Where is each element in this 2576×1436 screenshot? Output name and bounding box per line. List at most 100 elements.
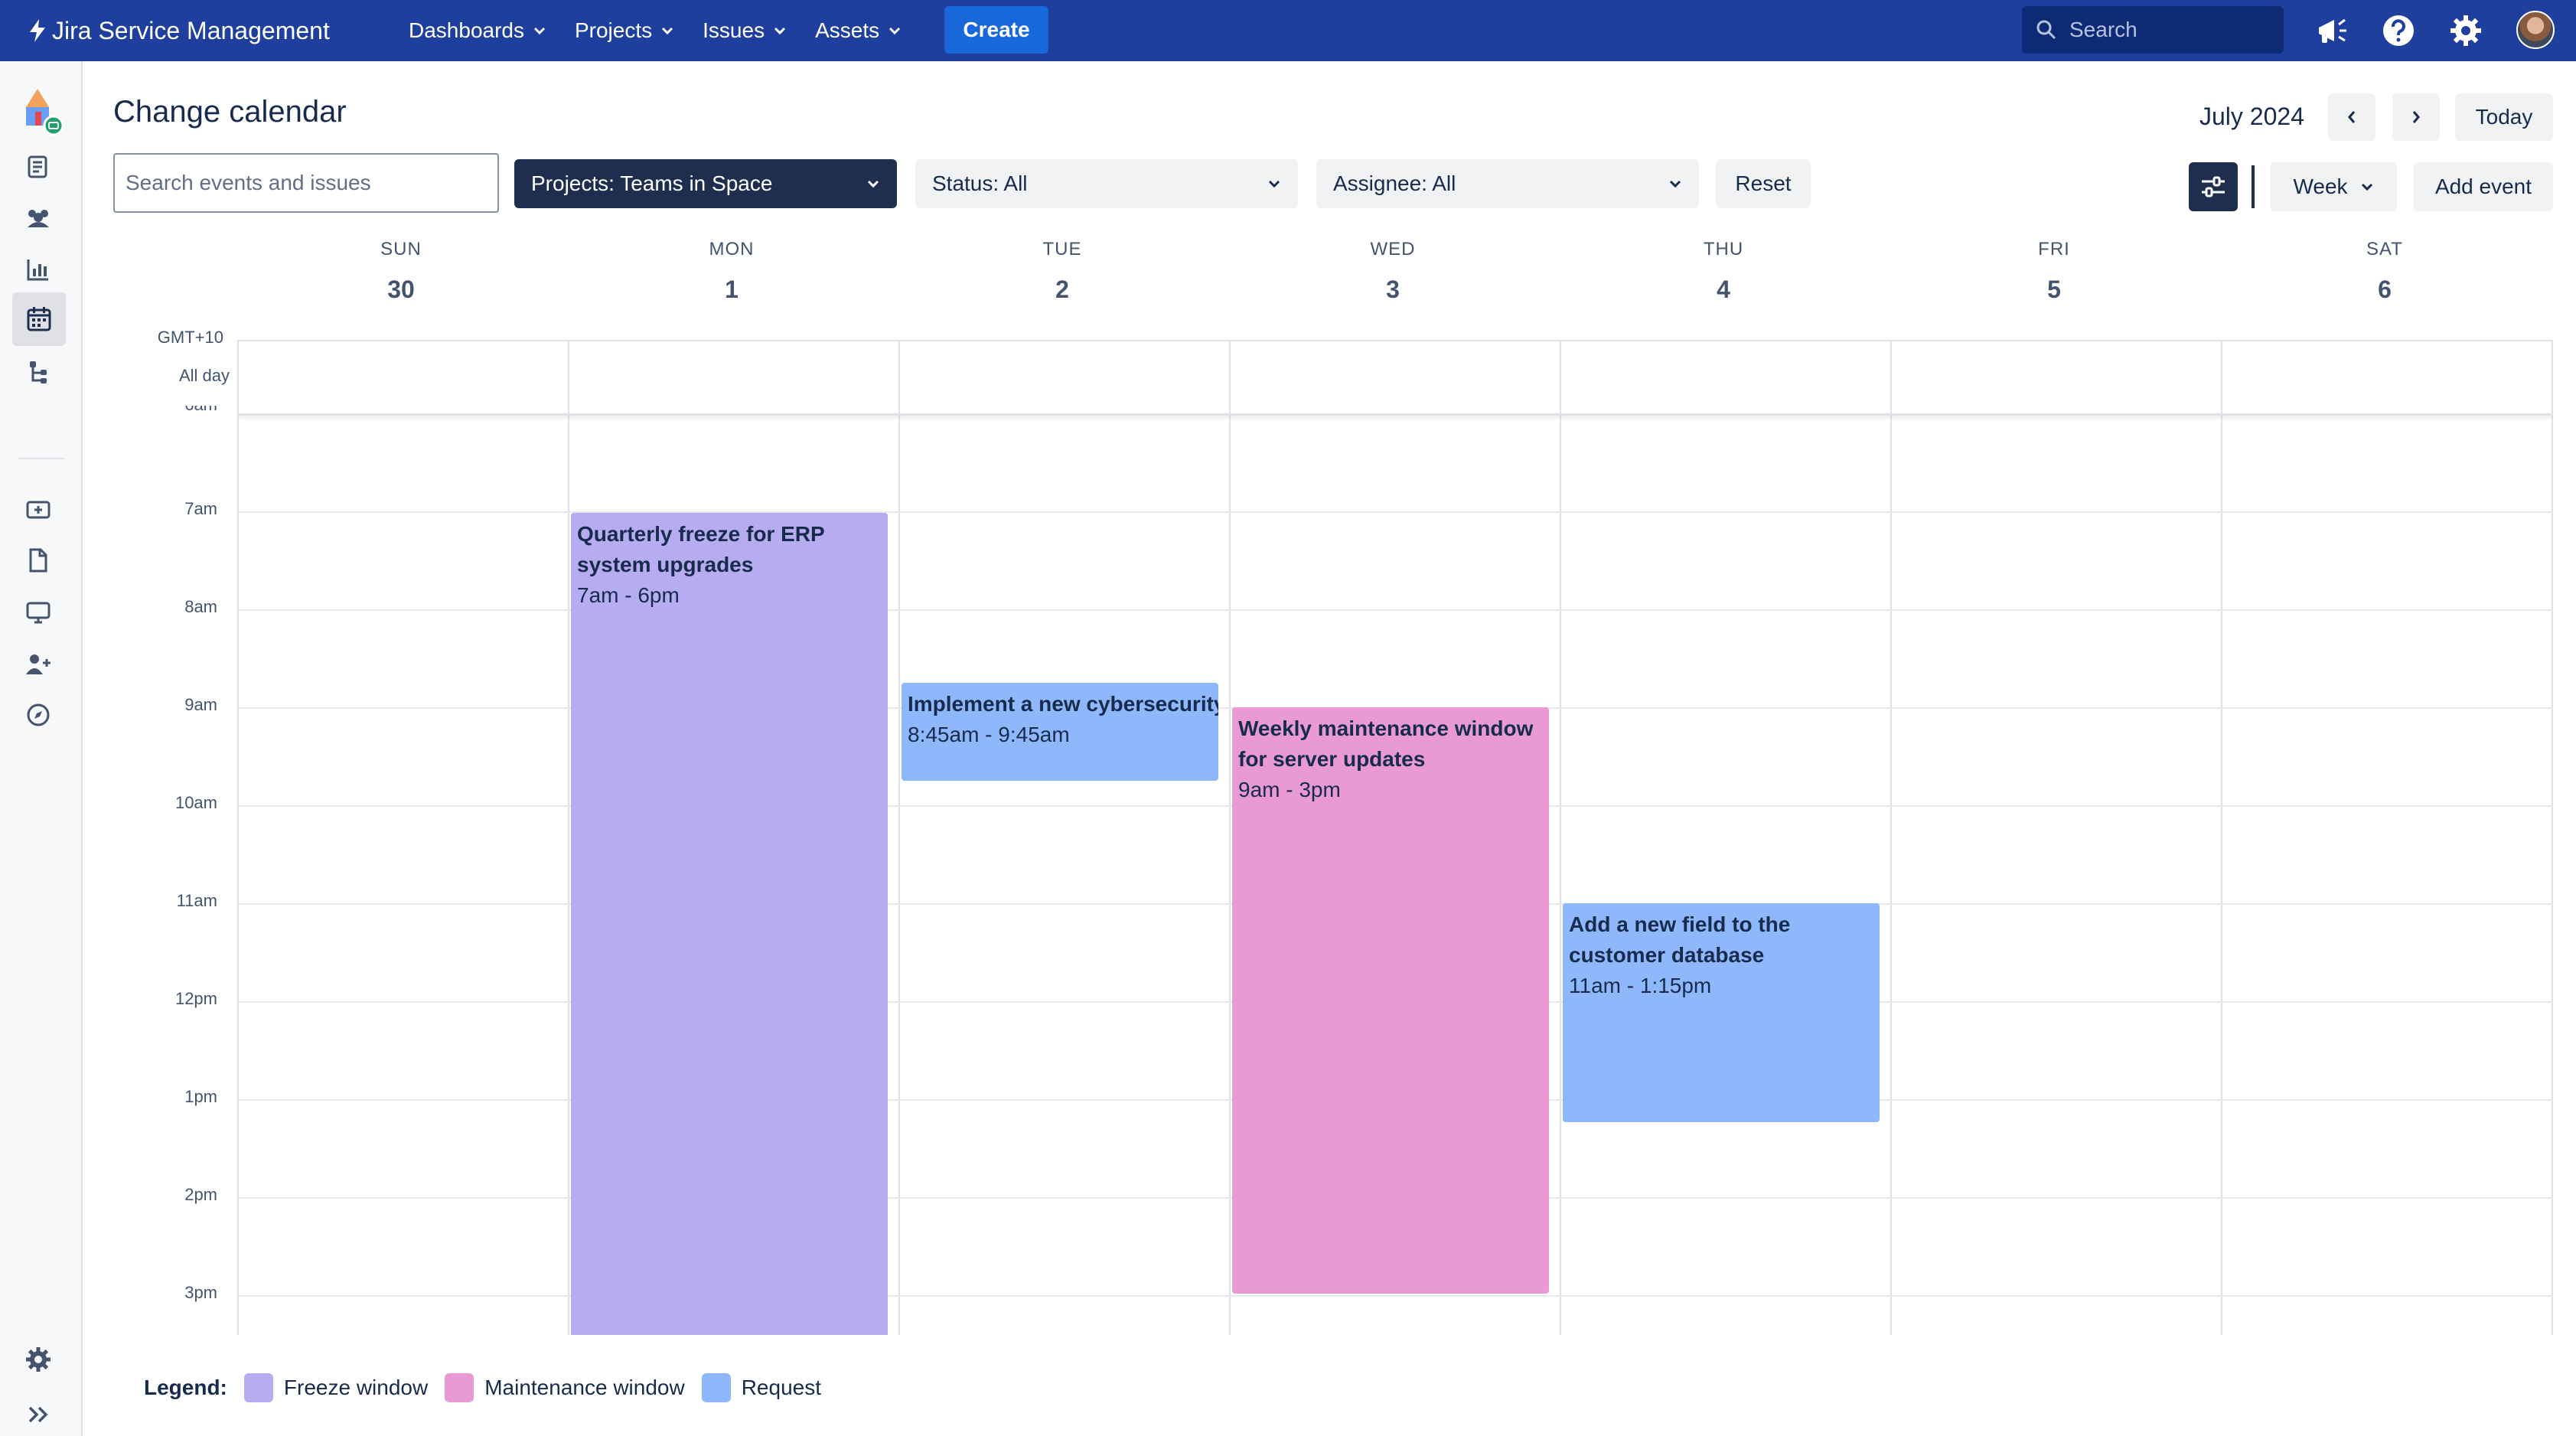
search-events-input[interactable]: Search events and issues: [113, 153, 499, 213]
customers-team-icon[interactable]: [18, 199, 58, 239]
chevron-down-icon: [889, 27, 901, 34]
event-freeze-window[interactable]: Quarterly freeze for ERP system upgrades…: [571, 513, 888, 1335]
projects-filter-dropdown[interactable]: Projects: Teams in Space: [514, 159, 897, 208]
assignee-filter-dropdown[interactable]: Assignee: All: [1316, 159, 1699, 208]
legend-label: Maintenance window: [484, 1376, 685, 1399]
status-filter-dropdown[interactable]: Status: All: [915, 159, 1298, 208]
day-name: SUN: [380, 239, 422, 259]
event-maintenance-window[interactable]: Weekly maintenance window for server upd…: [1232, 707, 1549, 1294]
expand-sidebar-icon[interactable]: [18, 1395, 58, 1434]
nav-assets[interactable]: Assets: [815, 18, 901, 43]
raise-request-icon[interactable]: [18, 490, 58, 530]
notifications-megaphone-icon[interactable]: [2313, 11, 2353, 51]
add-event-button[interactable]: Add event: [2414, 162, 2553, 211]
hour-label: 12pm: [174, 989, 217, 1008]
top-navigation: Jira Service Management Dashboards Proje…: [0, 0, 2576, 61]
add-person-icon[interactable]: [18, 645, 58, 684]
hour-label-partial: 6am: [115, 406, 217, 415]
nav-dashboards[interactable]: Dashboards: [409, 18, 546, 43]
queues-icon[interactable]: [18, 147, 58, 187]
project-avatar-icon[interactable]: [15, 84, 64, 138]
reset-filters-button[interactable]: Reset: [1716, 159, 1811, 208]
project-settings-icon[interactable]: [18, 1340, 58, 1379]
day-number: 5: [2047, 276, 2061, 303]
document-icon[interactable]: [18, 540, 58, 580]
day-column-divider: [2221, 341, 2222, 1335]
user-avatar[interactable]: [2516, 11, 2555, 49]
global-search-input[interactable]: Search: [2022, 6, 2284, 54]
event-request[interactable]: Implement a new cybersecurity 8:45am - 9…: [902, 683, 1218, 781]
hour-line: [239, 1295, 2553, 1297]
project-sidebar: [0, 61, 83, 1436]
view-select-label: Week: [2293, 175, 2348, 198]
day-number: 4: [1717, 276, 1730, 303]
create-button[interactable]: Create: [944, 6, 1048, 54]
day-header-wed[interactable]: WED 3: [1228, 239, 1558, 304]
search-events-placeholder: Search events and issues: [126, 171, 371, 194]
day-name: FRI: [2038, 239, 2070, 259]
monitor-icon[interactable]: [18, 592, 58, 632]
day-header-fri[interactable]: FRI 5: [1889, 239, 2219, 304]
chevron-down-icon: [867, 180, 879, 188]
toolbar-separator: [2252, 165, 2255, 208]
timezone-label: GMT+10: [157, 328, 223, 347]
hour-label: 7am: [184, 499, 217, 518]
day-header-mon[interactable]: MON 1: [566, 239, 897, 304]
today-button[interactable]: Today: [2455, 93, 2553, 141]
day-name: SAT: [2366, 239, 2403, 259]
help-icon[interactable]: [2379, 11, 2418, 51]
status-filter-label: Status: All: [932, 171, 1028, 195]
event-time: 7am - 6pm: [577, 583, 680, 607]
nav-issues[interactable]: Issues: [703, 18, 786, 43]
compass-icon[interactable]: [18, 695, 58, 735]
sliders-icon: [2202, 176, 2225, 197]
hour-label: 8am: [184, 597, 217, 616]
hour-label: 11am: [176, 891, 217, 910]
all-day-separator: [239, 413, 2553, 416]
calendar-legend: Legend: Freeze window Maintenance window…: [144, 1370, 838, 1405]
day-header-thu[interactable]: THU 4: [1558, 239, 1889, 304]
legend-item-request: Request: [701, 1373, 821, 1402]
calendar-icon[interactable]: [12, 292, 66, 346]
nav-issues-label: Issues: [703, 18, 765, 42]
day-name: MON: [709, 239, 755, 259]
filter-settings-button[interactable]: [2189, 162, 2238, 211]
day-number: 6: [2378, 276, 2392, 303]
settings-gear-icon[interactable]: [2446, 11, 2486, 51]
day-header-sun[interactable]: SUN 30: [236, 239, 566, 304]
event-title: Add a new field to the customer database: [1569, 912, 1791, 967]
reports-chart-icon[interactable]: [18, 250, 58, 289]
previous-week-button[interactable]: [2328, 93, 2375, 141]
nav-menu: Dashboards Projects Issues Assets: [409, 0, 930, 61]
hierarchy-tree-icon[interactable]: [18, 352, 58, 392]
hour-label: 10am: [174, 793, 217, 812]
hour-line: [239, 609, 2553, 611]
chevron-left-icon: [2348, 111, 2356, 123]
event-time: 9am - 3pm: [1238, 778, 1341, 801]
event-time: 8:45am - 9:45am: [908, 723, 1070, 746]
nav-projects[interactable]: Projects: [575, 18, 673, 43]
current-month-label: July 2024: [2199, 103, 2304, 130]
day-header-tue[interactable]: TUE 2: [897, 239, 1228, 304]
brand-logo[interactable]: Jira Service Management: [28, 0, 330, 61]
view-select-week[interactable]: Week: [2270, 162, 2397, 211]
legend-swatch: [243, 1373, 273, 1402]
bolt-icon: [30, 19, 45, 42]
projects-filter-label: Projects: Teams in Space: [531, 171, 773, 195]
search-placeholder: Search: [2069, 18, 2137, 41]
event-title: Implement a new cybersecurity: [908, 692, 1218, 716]
day-number: 3: [1386, 276, 1400, 303]
legend-item-maintenance: Maintenance window: [445, 1373, 685, 1402]
week-time-grid[interactable]: Quarterly freeze for ERP system upgrades…: [237, 340, 2553, 1335]
day-header-sat[interactable]: SAT 6: [2219, 239, 2550, 304]
day-column-divider: [898, 341, 900, 1335]
next-week-button[interactable]: [2392, 93, 2440, 141]
legend-label: Freeze window: [283, 1376, 429, 1399]
event-request[interactable]: Add a new field to the customer database…: [1563, 903, 1880, 1122]
hour-label: 1pm: [184, 1087, 217, 1106]
chevron-down-icon: [1268, 180, 1280, 188]
day-column-divider: [1560, 341, 1561, 1335]
page-title: Change calendar: [113, 95, 347, 129]
day-column-divider: [2552, 341, 2553, 1335]
event-time: 11am - 1:15pm: [1569, 974, 1712, 997]
